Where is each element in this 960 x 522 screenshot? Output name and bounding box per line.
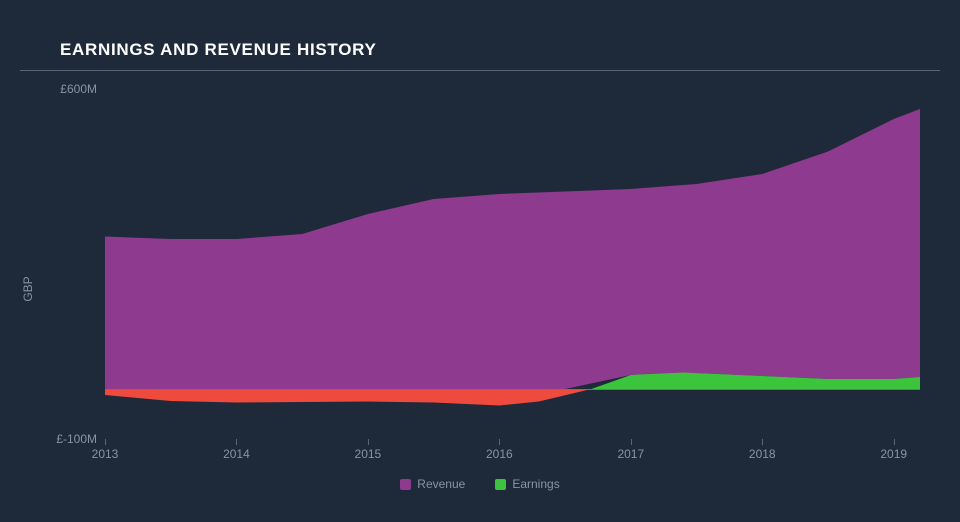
legend-item-earnings: Earnings	[495, 477, 559, 491]
legend-item-revenue: Revenue	[400, 477, 465, 491]
x-tick-mark	[894, 439, 895, 445]
chart-card: EARNINGS AND REVENUE HISTORY GBP £-100M£…	[0, 0, 960, 522]
earnings-swatch	[495, 479, 506, 490]
zero-baseline	[105, 389, 920, 390]
x-tick-mark	[236, 439, 237, 445]
chart-title: EARNINGS AND REVENUE HISTORY	[20, 40, 940, 71]
x-tick-mark	[368, 439, 369, 445]
earnings-neg-area	[105, 389, 591, 406]
revenue-swatch	[400, 479, 411, 490]
legend: Revenue Earnings	[20, 477, 940, 491]
x-tick-mark	[762, 439, 763, 445]
y-tick: £600M	[60, 82, 105, 96]
plot-area: £-100M£600M2013201420152016201720182019	[105, 89, 920, 439]
x-tick-mark	[105, 439, 106, 445]
area-svg	[105, 89, 920, 439]
y-axis-label: GBP	[21, 276, 35, 301]
legend-label: Revenue	[417, 477, 465, 491]
legend-label: Earnings	[512, 477, 559, 491]
x-tick-mark	[631, 439, 632, 445]
x-tick-mark	[499, 439, 500, 445]
revenue-area	[105, 109, 920, 389]
chart-wrap: GBP £-100M£600M2013201420152016201720182…	[20, 79, 940, 499]
